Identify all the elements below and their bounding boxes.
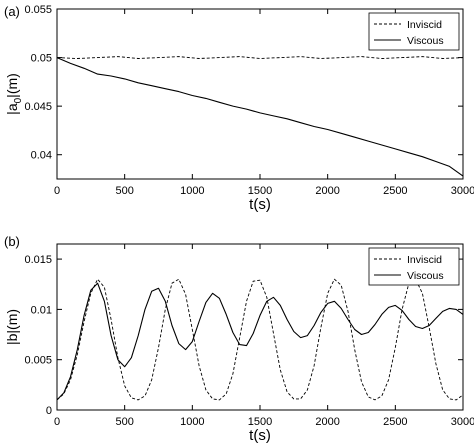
x-tick-label: 3000	[451, 416, 474, 428]
series-line-inviscid	[56, 278, 464, 401]
x-tick-label: 2500	[383, 185, 407, 197]
legend-box	[368, 247, 460, 286]
y-tick-label: 0	[46, 405, 52, 417]
y-axis-label: |b|(m)	[4, 309, 20, 345]
legend-box	[368, 12, 460, 51]
x-tick-label: 2000	[315, 185, 339, 197]
x-axis-label: t(s)	[249, 427, 271, 444]
y-tick-label: 0.005	[24, 355, 52, 367]
legend-label-inviscid: Inviscid	[407, 19, 442, 31]
series-line-viscous	[56, 282, 464, 401]
panel-label: (b)	[4, 234, 20, 249]
x-tick-label: 1500	[248, 185, 272, 197]
x-tick-label: 500	[115, 416, 133, 428]
panel-label: (a)	[4, 4, 20, 19]
y-tick-label: 0.045	[24, 101, 52, 113]
x-tick-label: 2500	[383, 416, 407, 428]
legend-label-viscous: Viscous	[407, 35, 444, 47]
series-line-inviscid	[56, 56, 464, 59]
y-tick-label: 0.04	[31, 150, 52, 162]
x-tick-label: 0	[54, 185, 60, 197]
y-tick-label: 0.015	[24, 254, 52, 266]
legend-label-inviscid: Inviscid	[407, 254, 442, 266]
x-tick-label: 500	[115, 185, 133, 197]
y-tick-label: 0.055	[24, 4, 52, 16]
x-tick-label: 1000	[180, 416, 204, 428]
x-tick-label: 3000	[451, 185, 474, 197]
y-tick-label: 0.01	[31, 304, 52, 316]
x-tick-label: 1500	[248, 416, 272, 428]
y-tick-label: 0.05	[31, 53, 52, 65]
legend-label-viscous: Viscous	[407, 270, 444, 282]
x-axis-label: t(s)	[249, 196, 271, 213]
x-tick-label: 1000	[180, 185, 204, 197]
series-line-viscous	[56, 57, 464, 177]
panel-b: 0 500 1000 1500 2000 2500 3000 0 0.005 0.01 0.015 I…	[4, 234, 474, 444]
panel-a: 0 500 1000 1500 2000 2500 3000 0.04 0.045 0.05 0.0…	[4, 4, 474, 213]
x-tick-label: 0	[54, 416, 60, 428]
x-tick-label: 2000	[315, 416, 339, 428]
y-axis-label: |a0|(m)	[4, 73, 24, 115]
